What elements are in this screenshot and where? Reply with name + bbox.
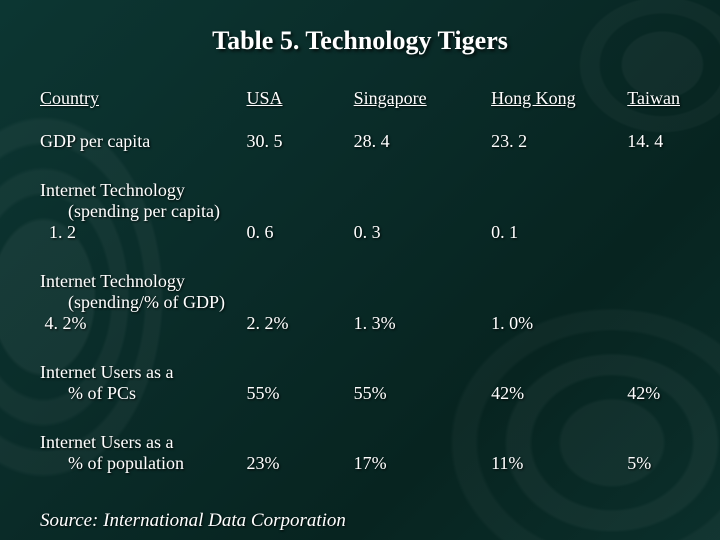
table-header-row: Country USA Singapore Hong Kong Taiwan <box>40 88 680 131</box>
row-label-line2: (spending per capita) <box>40 201 220 222</box>
col-header-hongkong: Hong Kong <box>491 88 576 108</box>
cell: 4. 2% <box>45 313 87 333</box>
cell: 1. 0% <box>491 271 627 362</box>
cell: 23% <box>247 432 354 502</box>
row-label: Internet Technology (spending/% of GDP) … <box>40 271 247 362</box>
cell: 23. 2 <box>491 131 627 180</box>
col-header-singapore: Singapore <box>354 88 427 108</box>
row-label-line1: Internet Users as a <box>40 432 173 452</box>
row-label-line1: Internet Users as a <box>40 362 173 382</box>
col-header-taiwan: Taiwan <box>627 88 680 108</box>
col-header-country: Country <box>40 88 99 108</box>
row-label-line2: % of population <box>40 453 184 474</box>
slide: Table 5. Technology Tigers Country USA S… <box>0 0 720 540</box>
cell: 14. 4 <box>627 131 680 180</box>
row-label-line1: Internet Technology <box>40 271 185 291</box>
table-row: Internet Technology (spending/% of GDP) … <box>40 271 680 362</box>
cell: 17% <box>354 432 491 502</box>
slide-title: Table 5. Technology Tigers <box>40 26 680 56</box>
cell: 0. 6 <box>247 180 354 271</box>
cell: 1. 2 <box>49 222 76 242</box>
cell: 1. 3% <box>354 271 491 362</box>
cell: 5% <box>627 432 680 502</box>
table-row: Internet Users as a % of population 23% … <box>40 432 680 502</box>
row-label: Internet Users as a % of population <box>40 432 247 502</box>
row-label-line2: % of PCs <box>40 383 136 404</box>
source-citation: Source: International Data Corporation <box>40 510 680 532</box>
data-table: Country USA Singapore Hong Kong Taiwan G… <box>40 88 680 502</box>
row-label-line1: Internet Technology <box>40 180 185 200</box>
row-label: Internet Users as a % of PCs <box>40 362 247 432</box>
col-header-usa: USA <box>247 88 283 108</box>
cell: 0. 3 <box>354 180 491 271</box>
table-row: Internet Technology (spending per capita… <box>40 180 680 271</box>
row-label: GDP per capita <box>40 131 247 180</box>
cell: 55% <box>354 362 491 432</box>
cell: 2. 2% <box>247 271 354 362</box>
cell: 11% <box>491 432 627 502</box>
cell: 42% <box>627 362 680 432</box>
row-label-line2: (spending/% of GDP) <box>40 292 225 313</box>
cell: 28. 4 <box>354 131 491 180</box>
cell: 30. 5 <box>247 131 354 180</box>
cell: 55% <box>247 362 354 432</box>
cell: 0. 1 <box>491 180 627 271</box>
table-row: Internet Users as a % of PCs 55% 55% 42%… <box>40 362 680 432</box>
table-row: GDP per capita 30. 5 28. 4 23. 2 14. 4 <box>40 131 680 180</box>
row-label: Internet Technology (spending per capita… <box>40 180 247 271</box>
cell: 42% <box>491 362 627 432</box>
